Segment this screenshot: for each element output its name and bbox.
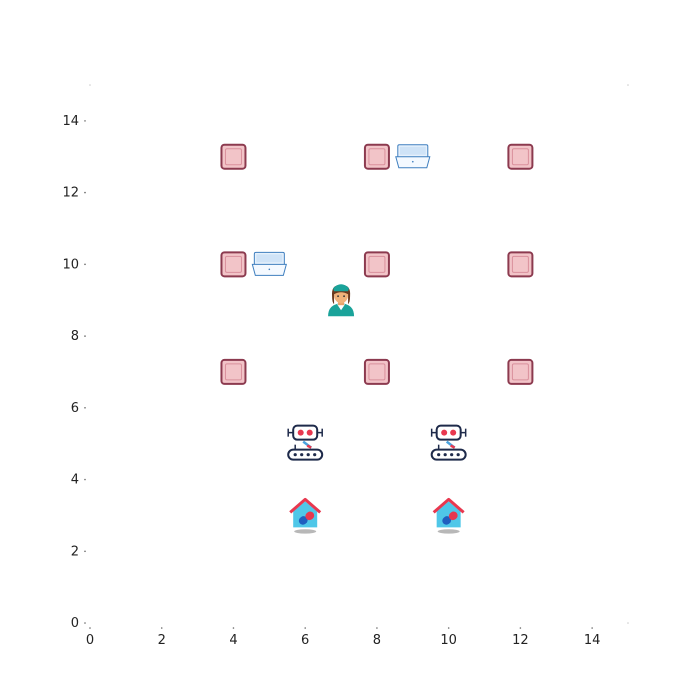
pharmacy-icon — [289, 497, 322, 534]
robot-icon — [287, 424, 324, 461]
plot-axes: 0 2 4 6 8 10 12 14 0 2 4 6 8 10 12 14 — [62, 84, 629, 648]
shelf-icon — [363, 358, 390, 385]
y-tick-label: 10 — [62, 257, 79, 272]
corner-dot — [627, 84, 629, 86]
shelf-icon — [363, 251, 390, 278]
shelf-icon — [363, 143, 390, 170]
x-tick-mark — [376, 627, 378, 629]
corner-dot — [89, 84, 91, 86]
y-tick-label: 6 — [71, 401, 79, 416]
y-tick-mark — [84, 550, 86, 553]
x-tick-mark — [89, 627, 91, 629]
robot-icon — [430, 424, 467, 461]
x-tick-mark — [304, 627, 307, 629]
x-tick-label: 6 — [301, 633, 309, 648]
shelf-icon — [507, 143, 534, 170]
x-tick-label: 2 — [158, 633, 166, 648]
x-tick-label: 10 — [440, 633, 457, 648]
tray-icon — [251, 251, 287, 276]
shelf-icon — [220, 143, 247, 170]
y-tick-label: 12 — [62, 186, 79, 201]
y-tick-label: 2 — [71, 544, 79, 559]
y-tick-mark — [84, 335, 86, 337]
y-tick-label: 8 — [71, 329, 79, 344]
x-tick-label: 4 — [229, 633, 237, 648]
x-tick-mark — [519, 627, 522, 629]
y-tick-mark — [84, 120, 86, 122]
y-tick-mark — [84, 407, 86, 409]
x-tick-label: 8 — [373, 633, 381, 648]
shelf-icon — [220, 358, 247, 385]
x-tick-label: 14 — [584, 633, 601, 648]
y-tick-mark — [84, 622, 86, 624]
nurse-icon — [328, 284, 355, 317]
y-tick-label: 14 — [62, 114, 79, 129]
shelf-icon — [507, 358, 534, 385]
y-tick-mark — [84, 478, 86, 481]
x-tick-mark — [591, 627, 593, 629]
x-tick-mark — [232, 627, 235, 629]
y-tick-mark — [84, 263, 86, 266]
y-tick-label: 0 — [71, 616, 79, 631]
shelf-icon — [220, 251, 247, 278]
corner-dot — [627, 622, 629, 624]
x-tick-mark — [160, 627, 163, 629]
y-tick-mark — [84, 191, 86, 194]
plot-marks — [220, 143, 534, 534]
x-tick-label: 0 — [86, 633, 94, 648]
tray-icon — [395, 144, 431, 169]
y-tick-label: 4 — [71, 473, 79, 488]
x-tick-mark — [447, 627, 450, 629]
pharmacy-icon — [432, 497, 465, 534]
x-tick-label: 12 — [512, 633, 529, 648]
shelf-icon — [507, 251, 534, 278]
